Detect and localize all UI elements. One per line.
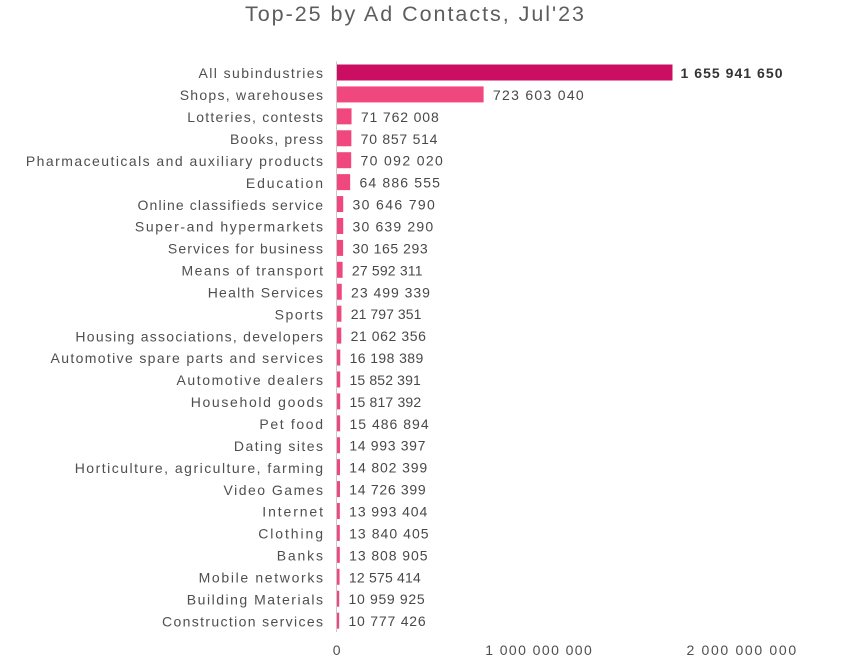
svg-text:723 603 040: 723 603 040 — [493, 87, 584, 103]
svg-text:Lotteries, contests: Lotteries, contests — [187, 109, 323, 125]
svg-text:Shops, warehouses: Shops, warehouses — [180, 87, 323, 103]
svg-text:1 000 000 000: 1 000 000 000 — [485, 642, 592, 658]
svg-text:15 852 391: 15 852 391 — [350, 372, 422, 388]
svg-text:1 655 941 650: 1 655 941 650 — [680, 65, 782, 81]
svg-text:10 777 426: 10 777 426 — [348, 613, 425, 629]
svg-text:Horticulture, agriculture, far: Horticulture, agriculture, farming — [75, 460, 323, 476]
svg-text:0: 0 — [333, 642, 341, 658]
svg-text:Video Games: Video Games — [224, 482, 324, 498]
svg-text:Means of transport: Means of transport — [182, 263, 324, 279]
svg-text:12 575 414: 12 575 414 — [349, 569, 421, 585]
svg-text:13 840 405: 13 840 405 — [349, 525, 429, 541]
svg-text:14 802 399: 14 802 399 — [349, 460, 427, 476]
svg-text:Pet food: Pet food — [259, 416, 323, 432]
svg-text:14 993 397: 14 993 397 — [349, 438, 425, 454]
svg-text:Household goods: Household goods — [191, 394, 323, 410]
svg-text:Automotive dealers: Automotive dealers — [177, 372, 324, 388]
svg-text:2 000 000 000: 2 000 000 000 — [686, 642, 796, 658]
svg-text:70 857 514: 70 857 514 — [361, 131, 438, 147]
svg-text:15 486 894: 15 486 894 — [349, 416, 428, 432]
svg-text:Mobile networks: Mobile networks — [199, 570, 323, 586]
svg-text:All subindustries: All subindustries — [199, 65, 324, 81]
svg-text:70 092 020: 70 092 020 — [361, 153, 444, 169]
svg-text:Housing associations, develope: Housing associations, developers — [75, 328, 323, 344]
svg-text:Books, press: Books, press — [230, 131, 323, 147]
svg-text:Education: Education — [246, 175, 323, 191]
svg-text:Internet: Internet — [262, 504, 323, 520]
svg-text:27 592 311: 27 592 311 — [352, 262, 423, 278]
svg-text:23 499 339: 23 499 339 — [351, 284, 430, 300]
svg-text:64 886 555: 64 886 555 — [359, 175, 440, 191]
svg-text:14 726 399: 14 726 399 — [349, 482, 426, 498]
svg-text:Construction services: Construction services — [162, 613, 323, 629]
svg-text:Sports: Sports — [275, 306, 323, 322]
svg-text:21 062 356: 21 062 356 — [351, 328, 427, 344]
svg-text:Services for business: Services for business — [168, 241, 323, 257]
svg-text:10 959 925: 10 959 925 — [349, 591, 425, 607]
svg-text:30 165 293: 30 165 293 — [352, 240, 428, 256]
svg-text:Online classifieds service: Online classifieds service — [138, 197, 324, 213]
svg-text:Pharmaceuticals and auxiliary: Pharmaceuticals and auxiliary products — [26, 153, 323, 169]
svg-text:Clothing: Clothing — [258, 526, 323, 542]
svg-text:Health Services: Health Services — [208, 284, 323, 300]
svg-text:15 817 392: 15 817 392 — [350, 394, 422, 410]
svg-text:Dating sites: Dating sites — [234, 438, 323, 454]
svg-text:Banks: Banks — [277, 548, 323, 564]
svg-text:Top-25 by Ad Contacts, Jul'23: Top-25 by Ad Contacts, Jul'23 — [245, 2, 584, 26]
svg-text:13 808 905: 13 808 905 — [349, 547, 428, 563]
svg-text:Building Materials: Building Materials — [187, 591, 323, 607]
svg-text:16 198 389: 16 198 389 — [350, 350, 424, 366]
svg-text:Super-and hypermarkets: Super-and hypermarkets — [135, 219, 323, 235]
svg-text:30 639 290: 30 639 290 — [353, 218, 434, 234]
svg-text:71 762 008: 71 762 008 — [361, 109, 439, 125]
svg-text:13 993 404: 13 993 404 — [349, 504, 427, 520]
svg-text:21 797 351: 21 797 351 — [351, 306, 422, 322]
svg-text:30 646 790: 30 646 790 — [353, 197, 436, 213]
svg-text:Automotive spare parts and ser: Automotive spare parts and services — [51, 350, 324, 366]
